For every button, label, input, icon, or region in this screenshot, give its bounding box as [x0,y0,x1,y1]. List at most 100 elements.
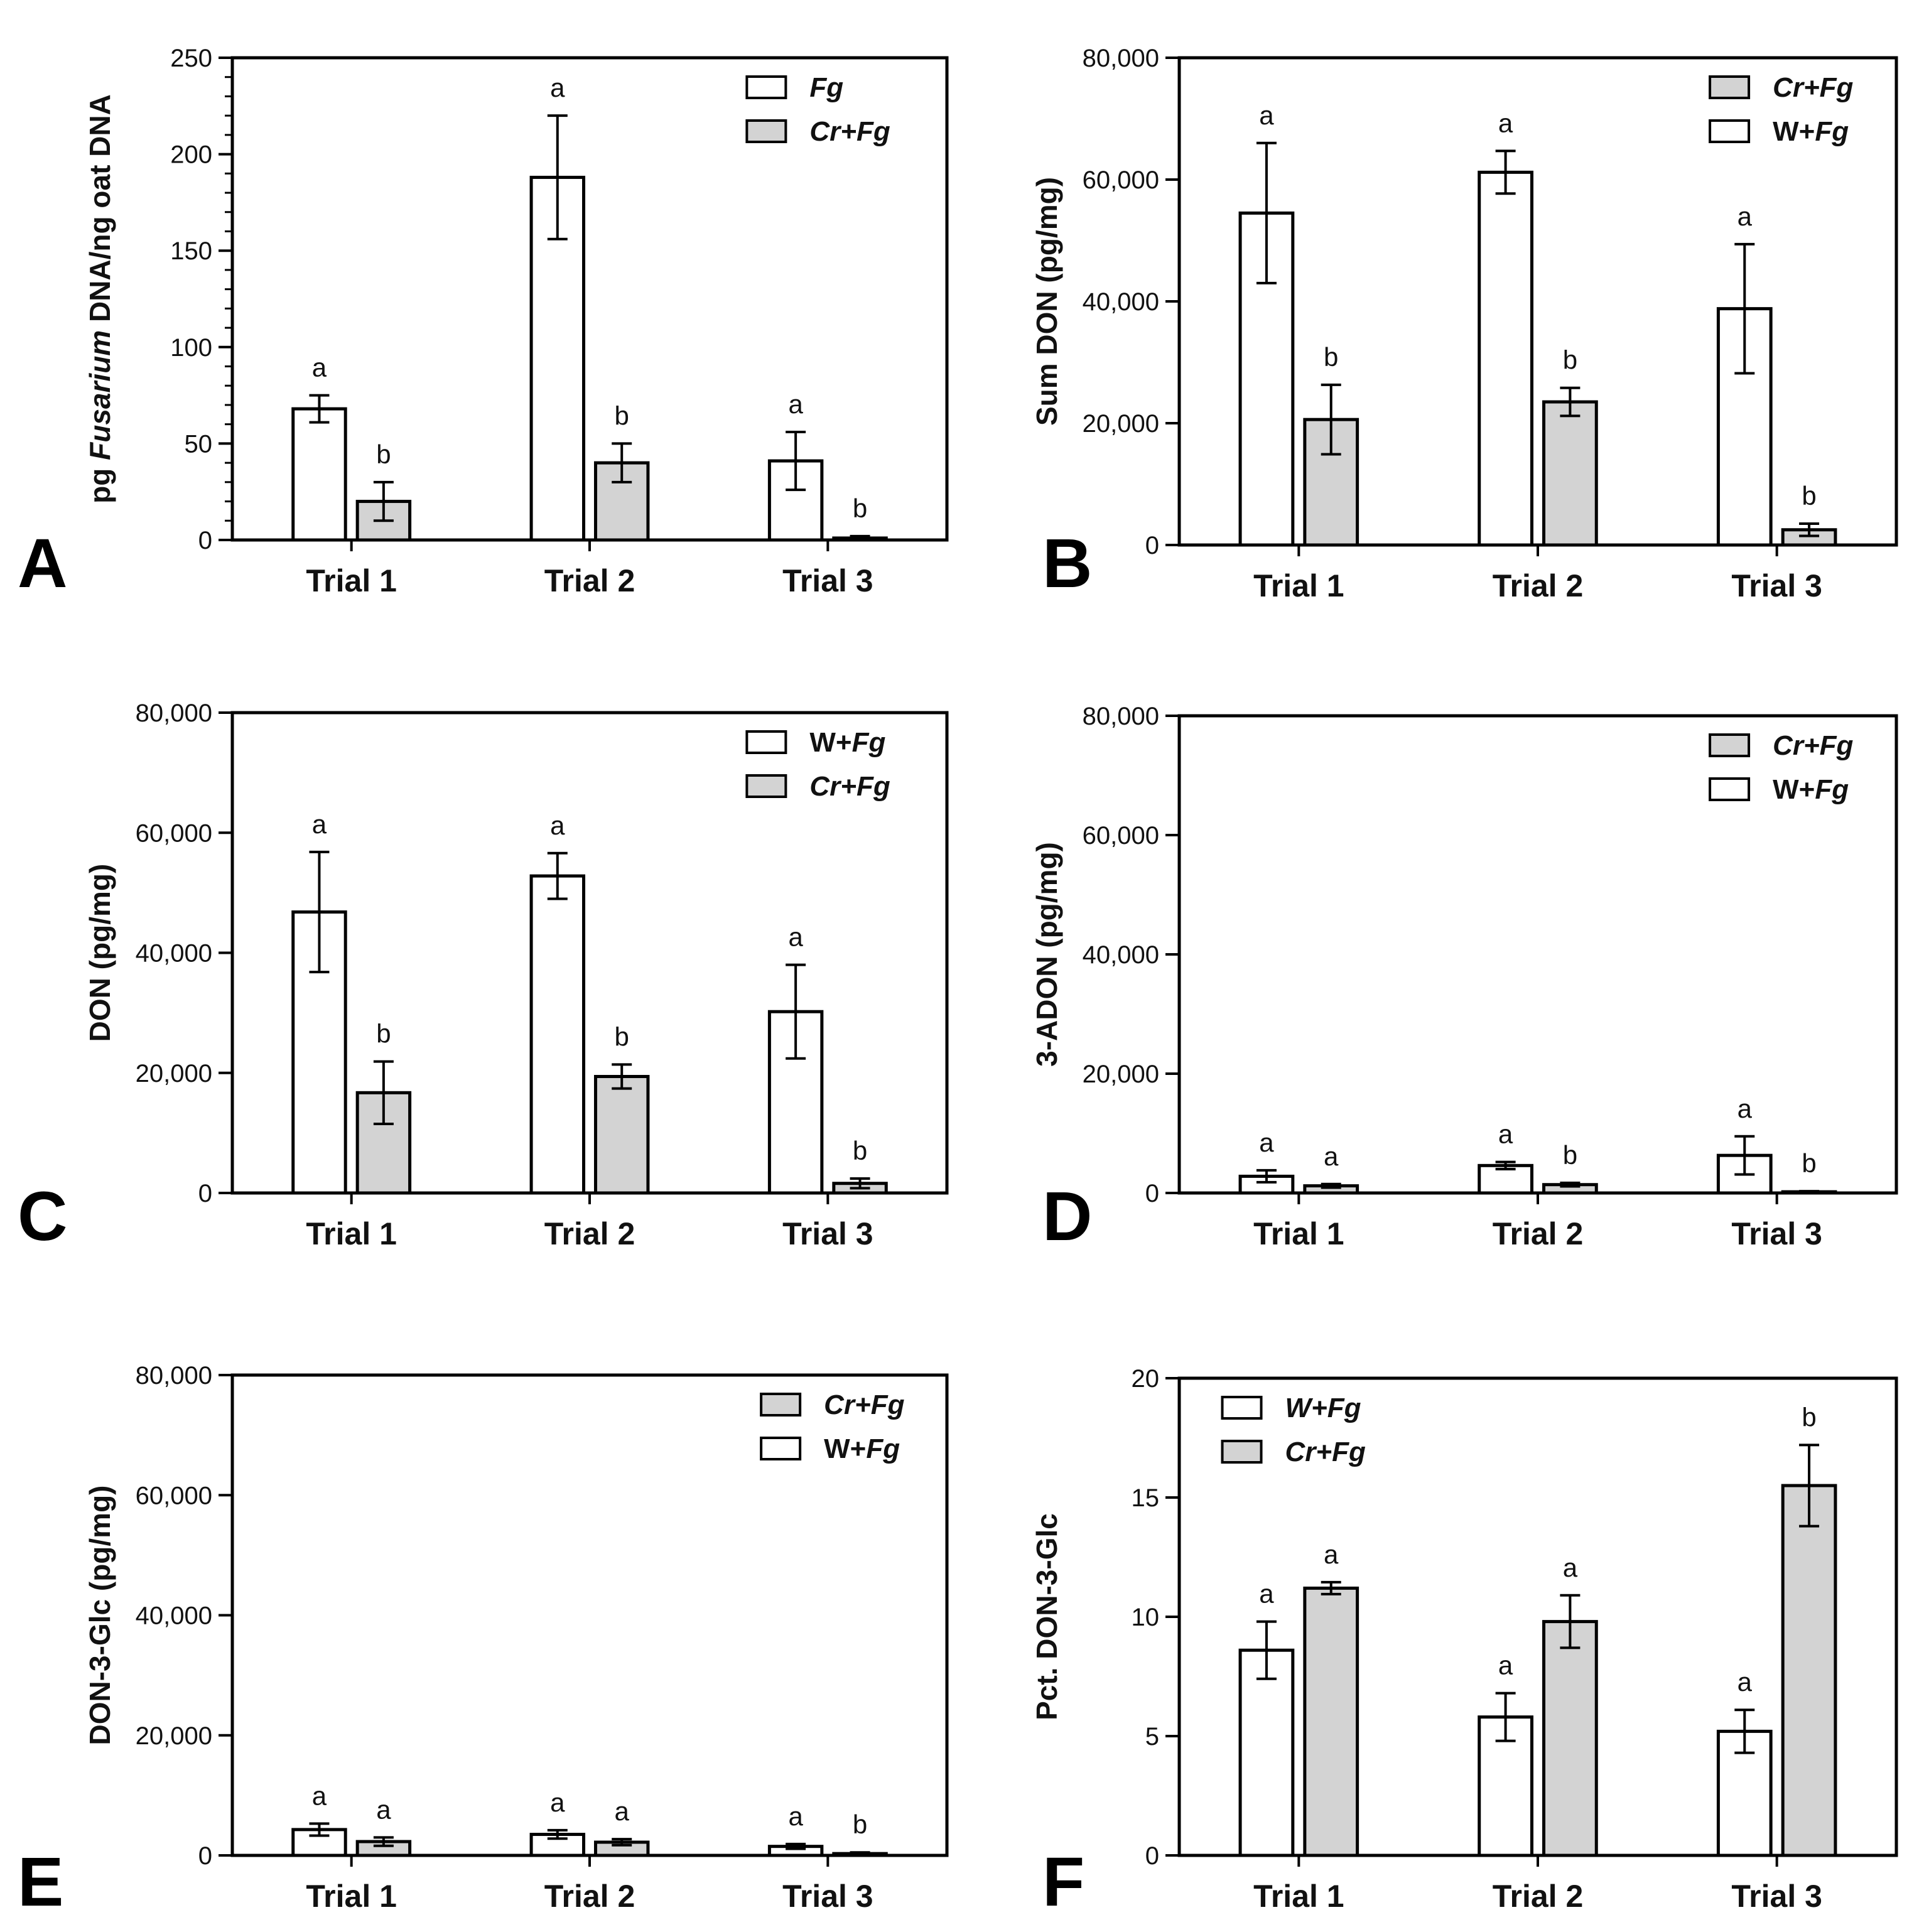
panel-letter: C [18,1178,67,1255]
panel-letter: E [18,1843,63,1921]
significance-label: b [1802,1148,1816,1178]
y-tick-label: 20,000 [136,1060,212,1087]
legend-label-part: Fg [852,727,886,758]
significance-label: b [615,401,629,430]
legend-label-part: W+Fg [1285,1393,1361,1423]
y-axis-label-part: Fusarium [84,330,116,460]
y-tick-label: 20 [1132,1365,1160,1393]
significance-label: b [853,1136,867,1165]
y-axis-label: pg Fusarium DNA/ng oat DNA [84,94,116,504]
y-tick-label: 60,000 [1083,166,1159,194]
x-tick-label: Trial 1 [306,1216,397,1251]
significance-label: a [312,353,327,382]
legend-swatch [760,1437,802,1460]
legend-swatch [745,774,787,798]
significance-label: a [1324,1141,1339,1171]
bar [1478,1163,1533,1195]
significance-label: a [788,1801,803,1831]
y-tick-label: 40,000 [136,1602,212,1630]
legend-label: Cr+Fg [824,1390,904,1420]
legend-label: Cr+Fg [1285,1437,1366,1467]
x-tick-label: Trial 1 [306,563,397,598]
significance-label: a [615,1796,630,1826]
legend-swatch [745,119,787,143]
significance-label: a [550,73,565,102]
legend-swatch [760,1393,802,1417]
x-tick-label: Trial 2 [1493,1879,1584,1914]
legend-label: W+Fg [1285,1393,1361,1423]
bar [1303,1586,1359,1857]
panel-e: 0 20,000 40,000 60,000 80,000 DON-3-Glc (pg/m… [18,1362,949,1921]
y-tick-label: 80,000 [1083,703,1159,730]
significance-label: a [1259,100,1274,130]
y-tick-label: 0 [1145,532,1159,559]
y-axis-label-part: 3-ADON (pg/mg) [1030,842,1063,1067]
y-axis-label-part: Pct. DON-3-Glc [1030,1513,1063,1720]
x-tick-label: Trial 1 [306,1879,397,1914]
significance-label: b [376,440,391,469]
bar [1542,1620,1598,1857]
legend-label-part: Fg [866,1433,900,1464]
legend-label: W+Fg [1773,774,1849,805]
significance-label: b [1324,342,1338,372]
bar [1781,1484,1837,1857]
legend-label: W+Fg [809,727,885,758]
y-tick-label: 50 [185,430,213,458]
legend-label: Cr+Fg [809,116,890,147]
legend-label-part: Cr+Fg [1773,730,1853,761]
bar [1542,400,1598,547]
legend-swatch [745,75,787,99]
significance-label: a [1738,1094,1753,1123]
x-tick-label: Trial 1 [1253,568,1344,603]
y-axis-label: DON-3-Glc (pg/mg) [84,1486,116,1746]
significance-label: b [615,1022,629,1051]
legend-label: W+Fg [1773,116,1849,147]
y-tick-label: 150 [170,237,212,265]
legend-label-part: Cr+Fg [1773,72,1853,103]
y-axis-label: Pct. DON-3-Glc [1030,1513,1063,1720]
y-tick-label: 40,000 [1083,941,1159,969]
significance-label: a [1563,1553,1578,1582]
significance-label: b [1802,481,1816,510]
panel-letter: F [1042,1843,1084,1921]
significance-label: a [1324,1540,1339,1569]
y-tick-label: 10 [1132,1604,1160,1631]
y-axis-label-part: pg [84,460,116,504]
y-tick-label: 0 [198,1842,212,1870]
legend-label: Fg [809,72,843,103]
x-tick-label: Trial 3 [782,1879,873,1914]
x-tick-label: Trial 3 [1731,1879,1822,1914]
significance-label: a [312,1781,327,1810]
panel-b: 0 20,000 40,000 60,000 80,000 Sum DON (pg/mg)… [1030,45,1898,603]
legend-label-part: W+ [1773,116,1815,147]
legend-label-part: Fg [1815,116,1849,147]
y-tick-label: 60,000 [136,1482,212,1509]
x-tick-label: Trial 3 [1731,568,1822,603]
legend-swatch [1709,119,1751,143]
bar [1238,1648,1295,1857]
significance-label: b [853,1810,867,1839]
y-axis-label-part: DNA/ng oat DNA [84,94,116,330]
y-tick-label: 80,000 [1083,45,1159,72]
y-tick-label: 0 [198,1180,212,1207]
y-tick-label: 40,000 [1083,288,1159,316]
significance-label: a [788,922,803,952]
x-tick-label: Trial 1 [1253,1216,1344,1251]
legend-label-part: Cr+Fg [809,771,890,802]
x-tick-label: Trial 1 [1253,1879,1344,1914]
legend-label-part: Cr+Fg [809,116,890,147]
y-tick-label: 80,000 [136,1362,212,1390]
panel-a: 0 50 100 150 200 250 pg Fusarium DNA/ng oat DN… [18,45,949,602]
legend-label: Cr+Fg [1773,730,1853,761]
significance-label: a [1498,108,1513,138]
legend-swatch [1221,1396,1263,1420]
legend-label-part: Cr+Fg [1285,1437,1366,1467]
y-tick-label: 15 [1132,1484,1160,1512]
y-tick-label: 60,000 [136,819,212,847]
significance-label: a [1738,202,1753,231]
legend-swatch [745,730,787,754]
legend-swatch [1709,777,1751,801]
significance-label: a [1498,1120,1513,1149]
